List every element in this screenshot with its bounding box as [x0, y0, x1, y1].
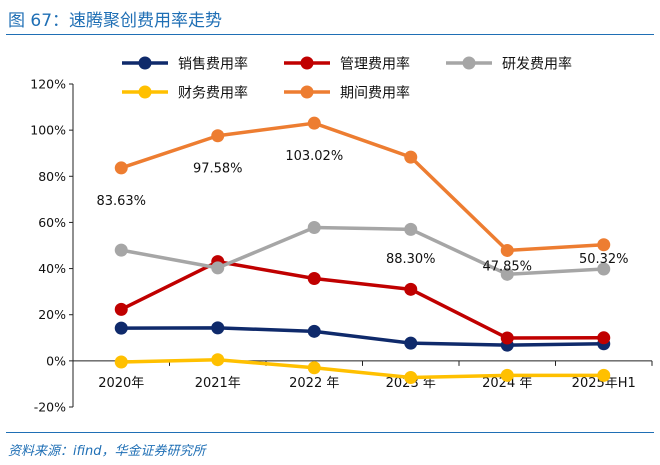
data-point-rd — [307, 221, 321, 235]
series-line-admin — [120, 259, 604, 340]
source-note: 资料来源：ifind，华金证券研究所 — [8, 444, 206, 459]
legend-marker-finance — [138, 85, 152, 99]
legend-label-sales: 销售费用率 — [178, 56, 248, 73]
x-tick-label: 2024 年 — [482, 376, 532, 391]
data-point-rd — [500, 267, 514, 281]
data-label: 47.85% — [482, 259, 532, 274]
x-tick-label: 2025年H1 — [572, 376, 636, 391]
legend-marker-period — [300, 85, 314, 99]
data-label: 83.63% — [96, 194, 146, 209]
data-point-period — [597, 238, 611, 252]
data-point-finance — [211, 353, 225, 367]
data-point-rd — [211, 261, 225, 275]
series-line-period — [120, 121, 604, 253]
data-point-sales — [307, 324, 321, 338]
legend-marker-admin — [300, 56, 314, 70]
y-tick-label: 40% — [38, 261, 66, 276]
legend-label-finance: 财务费用率 — [178, 85, 248, 102]
data-point-rd — [597, 262, 611, 276]
y-tick-label: 100% — [30, 123, 66, 138]
legend-marker-sales — [138, 56, 152, 70]
series-line-rd — [120, 225, 604, 277]
data-point-finance — [114, 355, 128, 369]
data-point-admin — [500, 331, 514, 345]
figure-title: 图 67：速腾聚创费用率走势 — [8, 11, 223, 31]
x-tick-label: 2020年 — [98, 376, 144, 391]
data-point-finance — [307, 361, 321, 375]
x-tick-label: 2021年 — [195, 376, 241, 391]
legend-label-rd: 研发费用率 — [502, 56, 572, 73]
data-point-admin — [597, 331, 611, 345]
data-point-admin — [404, 282, 418, 296]
data-point-period — [114, 161, 128, 175]
data-point-rd — [114, 243, 128, 257]
y-tick-label: 20% — [38, 307, 66, 322]
data-point-finance — [404, 370, 418, 384]
footer-divider — [6, 432, 654, 433]
data-point-sales — [114, 321, 128, 335]
data-point-sales — [211, 321, 225, 335]
y-tick-label: 0% — [46, 353, 66, 368]
data-point-period — [404, 150, 418, 164]
legend-label-admin: 管理费用率 — [340, 56, 410, 73]
legend-marker-rd — [462, 56, 476, 70]
series-line-sales — [121, 326, 604, 347]
data-point-finance — [597, 368, 611, 382]
data-label: 97.58% — [193, 162, 243, 177]
data-label: 103.02% — [285, 149, 343, 164]
y-tick-label: 80% — [38, 169, 66, 184]
data-point-finance — [500, 368, 514, 382]
x-tick-label: 2022 年 — [289, 376, 339, 391]
data-point-admin — [114, 302, 128, 316]
y-tick-label: 60% — [38, 215, 66, 230]
data-label: 50.32% — [579, 252, 629, 267]
series-line-finance — [121, 357, 604, 380]
data-point-admin — [307, 271, 321, 285]
y-tick-label: -20% — [34, 400, 66, 415]
data-point-period — [211, 129, 225, 143]
data-point-sales — [404, 336, 418, 350]
data-label: 88.30% — [386, 252, 436, 267]
data-point-rd — [404, 222, 418, 236]
title-divider — [6, 34, 654, 35]
legend-label-period: 期间费用率 — [340, 85, 410, 102]
y-tick-label: 120% — [30, 77, 66, 92]
data-point-period — [307, 116, 321, 130]
data-point-period — [500, 243, 514, 257]
